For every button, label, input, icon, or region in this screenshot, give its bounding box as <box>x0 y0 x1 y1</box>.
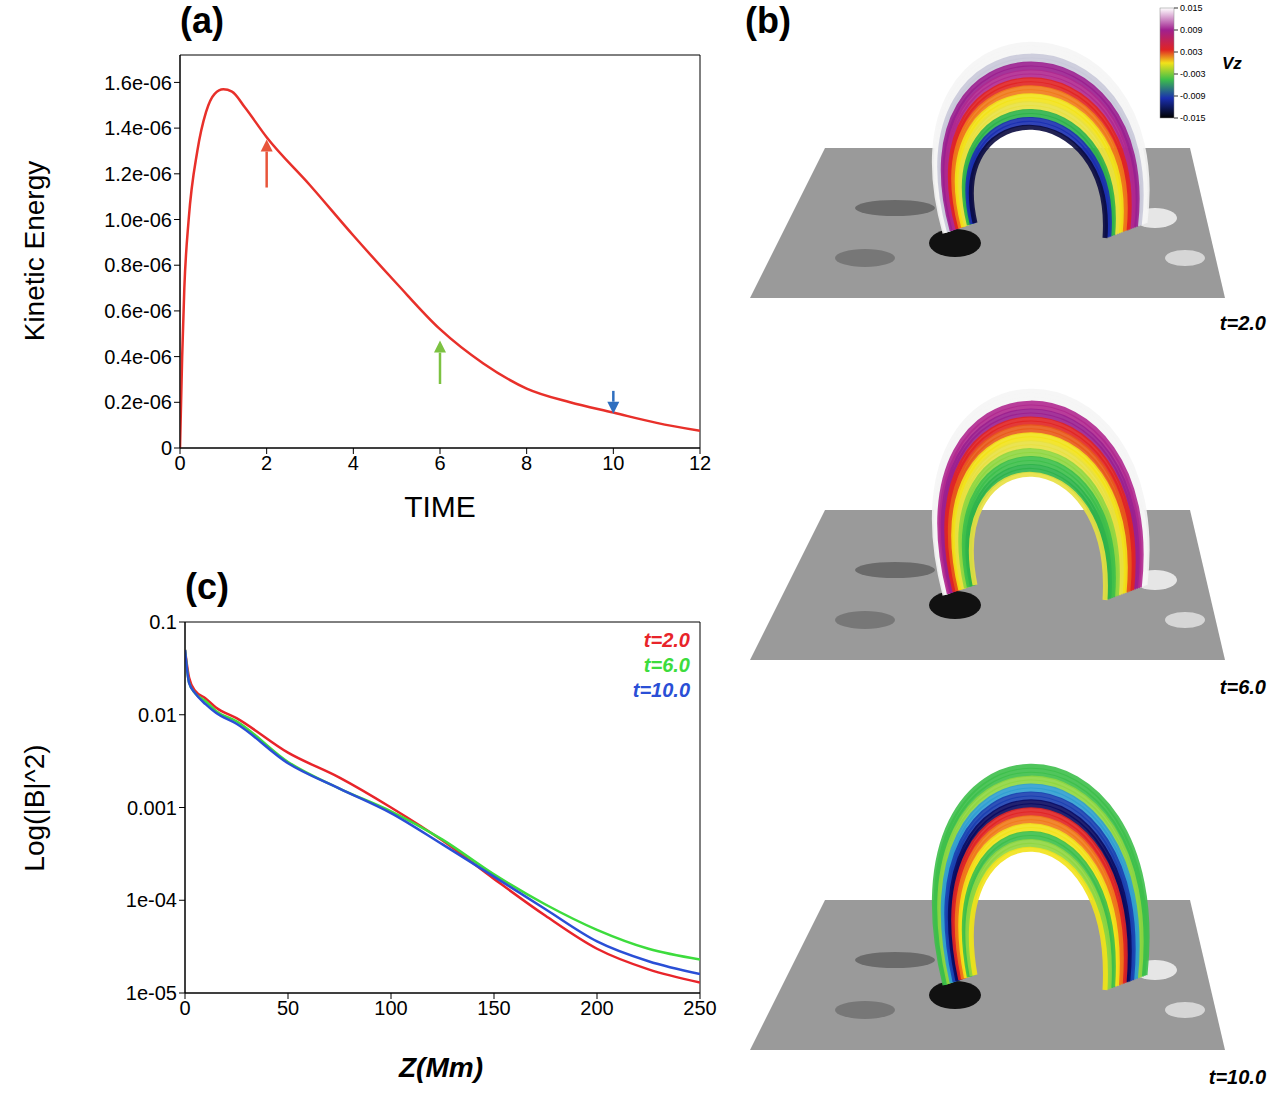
html-text:TIME: TIME <box>404 490 476 523</box>
html-text:t=6.0: t=6.0 <box>643 654 690 676</box>
svg-text:0.8e-06: 0.8e-06 <box>104 254 172 276</box>
svg-text:150: 150 <box>477 997 510 1019</box>
svg-text:-0.003: -0.003 <box>1180 69 1206 79</box>
svg-text:1e-05: 1e-05 <box>126 982 177 1004</box>
html-text:t=2.0: t=2.0 <box>1219 312 1266 334</box>
svg-text:0.01: 0.01 <box>138 704 177 726</box>
svg-text:1.6e-06: 1.6e-06 <box>104 72 172 94</box>
svg-text:100: 100 <box>374 997 407 1019</box>
svg-text:1.2e-06: 1.2e-06 <box>104 163 172 185</box>
svg-text:50: 50 <box>277 997 299 1019</box>
svg-text:1e-04: 1e-04 <box>126 889 177 911</box>
svg-text:0.015: 0.015 <box>1180 3 1203 13</box>
svg-text:0: 0 <box>174 452 185 474</box>
html-text:t=10.0: t=10.0 <box>1208 1066 1266 1088</box>
html-text:(c): (c) <box>185 566 229 607</box>
html-text:Log(|B|^2): Log(|B|^2) <box>19 744 50 872</box>
svg-text:200: 200 <box>580 997 613 1019</box>
svg-text:2: 2 <box>261 452 272 474</box>
svg-text:0.003: 0.003 <box>1180 47 1203 57</box>
svg-text:0.2e-06: 0.2e-06 <box>104 391 172 413</box>
svg-text:6: 6 <box>434 452 445 474</box>
svg-text:0: 0 <box>161 437 172 459</box>
svg-text:8: 8 <box>521 452 532 474</box>
svg-text:10: 10 <box>602 452 624 474</box>
svg-text:12: 12 <box>689 452 711 474</box>
svg-text:1.4e-06: 1.4e-06 <box>104 117 172 139</box>
svg-text:Vz: Vz <box>1222 54 1242 73</box>
html-text:Z(Mm): Z(Mm) <box>399 1052 483 1083</box>
svg-text:0: 0 <box>179 997 190 1019</box>
svg-text:0.009: 0.009 <box>1180 25 1203 35</box>
svg-text:0.001: 0.001 <box>127 797 177 819</box>
html-text:Kinetic Energy: Kinetic Energy <box>19 160 50 342</box>
html-text:(b): (b) <box>745 0 791 41</box>
svg-text:1.0e-06: 1.0e-06 <box>104 209 172 231</box>
svg-text:0.4e-06: 0.4e-06 <box>104 346 172 368</box>
svg-text:0.6e-06: 0.6e-06 <box>104 300 172 322</box>
html-text:t=6.0: t=6.0 <box>1219 676 1266 698</box>
svg-text:-0.015: -0.015 <box>1180 113 1206 123</box>
svg-text:-0.009: -0.009 <box>1180 91 1206 101</box>
svg-text:250: 250 <box>683 997 716 1019</box>
html-text:t=10.0: t=10.0 <box>632 679 690 701</box>
svg-text:0.1: 0.1 <box>149 611 177 633</box>
svg-text:4: 4 <box>348 452 359 474</box>
html-text:(a): (a) <box>180 0 224 41</box>
html-text:t=2.0: t=2.0 <box>643 629 690 651</box>
